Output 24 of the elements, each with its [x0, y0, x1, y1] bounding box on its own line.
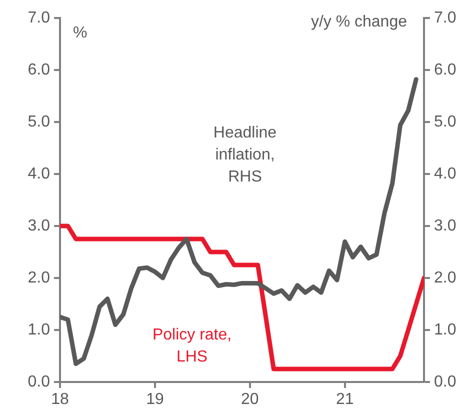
y2-tick-label: 7.0: [434, 9, 456, 26]
y-tick-label: 1.0: [28, 321, 50, 338]
y2-tick-label: 5.0: [434, 113, 456, 130]
y2-tick-label: 6.0: [434, 61, 456, 78]
y2-tick-label: 4.0: [434, 165, 456, 182]
y2-tick-label: 3.0: [434, 217, 456, 234]
y-tick-label: 6.0: [28, 61, 50, 78]
text: Policy rate, LHS: [152, 326, 232, 366]
y2-tick-label: 1.0: [434, 321, 456, 338]
y-tick-label: 0.0: [28, 373, 50, 390]
x-tick-label: 19: [146, 391, 164, 408]
y-tick-label: 5.0: [28, 113, 50, 130]
y-axis-title: %: [73, 24, 88, 42]
y-tick-label: 7.0: [28, 9, 50, 26]
y2-tick-label: 2.0: [434, 269, 456, 286]
x-tick-label: 18: [51, 391, 69, 408]
x-tick-label: 21: [336, 391, 354, 408]
text: Headline inflation, RHS: [213, 124, 277, 186]
y-tick-label: 3.0: [28, 217, 50, 234]
y2-tick-label: 0.0: [434, 373, 456, 390]
x-tick-label: 20: [241, 391, 259, 408]
y-tick-label: 2.0: [28, 269, 50, 286]
y2-axis-title: y/y % change: [310, 13, 408, 30]
y-tick-label: 4.0: [28, 165, 50, 182]
